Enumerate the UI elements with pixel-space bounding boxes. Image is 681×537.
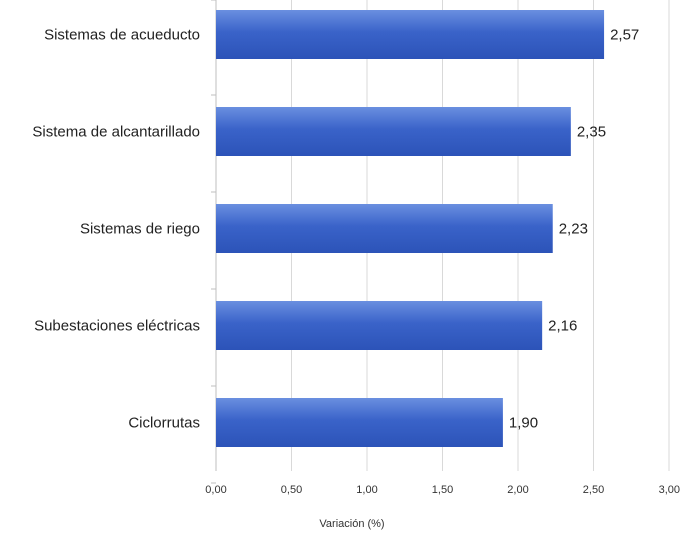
data-label: 2,57 [610,27,639,44]
data-label: 2,16 [548,318,577,335]
category-label: Subestaciones eléctricas [34,318,200,335]
x-tick-label: 0,00 [205,484,226,496]
data-label: 2,23 [559,221,588,238]
data-label: 2,35 [577,124,606,141]
value-labels: 2,57 2,35 2,23 2,16 1,90 [509,27,639,432]
bar [216,204,553,253]
x-tick-label: 2,50 [583,484,604,496]
bar [216,301,543,350]
x-tick-label: 1,00 [356,484,377,496]
category-labels: Sistemas de acueducto Sistema de alcantar… [32,27,200,432]
category-label: Sistemas de riego [80,221,200,238]
bar [216,10,605,59]
bar [216,107,571,156]
y-axis [211,0,217,484]
data-label: 1,90 [509,415,538,432]
x-tick-label: 0,50 [281,484,302,496]
bar [216,398,503,447]
x-tick-labels: 0,00 0,50 1,00 1,50 2,00 2,50 3,00 [205,484,680,496]
bars [216,10,605,447]
x-tick-label: 3,00 [659,484,680,496]
category-label: Sistema de alcantarillado [32,124,200,141]
category-label: Ciclorrutas [128,415,200,432]
x-tick-label: 2,00 [507,484,528,496]
category-label: Sistemas de acueducto [44,27,200,44]
x-axis-title: Variación (%) [319,518,384,530]
x-tick-label: 1,50 [432,484,453,496]
